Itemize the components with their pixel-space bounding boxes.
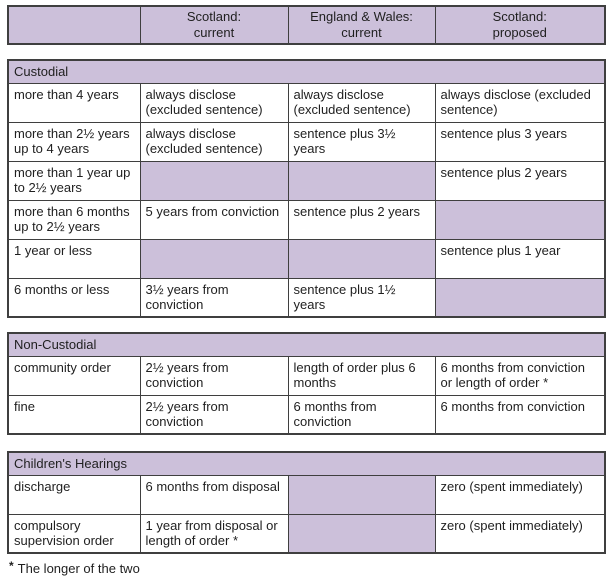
value-cell: length of order plus 6 months xyxy=(287,355,436,396)
value-cell: zero (spent immediately) xyxy=(434,513,606,554)
row-label: compulsory supervision order xyxy=(7,513,141,554)
section-header-non-custodial: Non-Custodial xyxy=(7,332,606,357)
column-header-scotland-current: Scotland: current xyxy=(139,5,289,45)
value-cell: sentence plus 2 years xyxy=(287,199,436,240)
non-custodial-table: Non-Custodial community order 2½ years f… xyxy=(7,332,606,435)
value-cell: 6 months from conviction xyxy=(434,394,606,435)
value-cell xyxy=(287,474,436,515)
row-label: fine xyxy=(7,394,141,435)
section-header-row: Children's Hearings xyxy=(7,451,606,476)
value-cell: sentence plus 3 years xyxy=(434,121,606,162)
table-row: more than 6 months up to 2½ years 5 year… xyxy=(7,199,606,240)
value-cell xyxy=(287,513,436,554)
value-cell xyxy=(139,238,289,279)
row-label: more than 4 years xyxy=(7,82,141,123)
value-cell: 5 years from conviction xyxy=(139,199,289,240)
footnote-text: The longer of the two xyxy=(17,561,140,576)
value-cell: sentence plus 1½ years xyxy=(287,277,436,318)
section-header-row: Non-Custodial xyxy=(7,332,606,357)
value-cell: 6 months from disposal xyxy=(139,474,289,515)
value-cell: always disclose (excluded sentence) xyxy=(434,82,606,123)
row-label: discharge xyxy=(7,474,141,515)
value-cell: always disclose (excluded sentence) xyxy=(139,121,289,162)
section-header-row: Custodial xyxy=(7,59,606,84)
value-cell xyxy=(287,160,436,201)
value-cell: zero (spent immediately) xyxy=(434,474,606,515)
value-cell: sentence plus 2 years xyxy=(434,160,606,201)
table-row: 6 months or less 3½ years from convictio… xyxy=(7,277,606,318)
table-row: more than 2½ years up to 4 years always … xyxy=(7,121,606,162)
column-header-table: Scotland: current England & Wales: curre… xyxy=(7,5,606,45)
row-label: more than 6 months up to 2½ years xyxy=(7,199,141,240)
table-row: community order 2½ years from conviction… xyxy=(7,355,606,396)
value-cell: always disclose (excluded sentence) xyxy=(139,82,289,123)
row-label: more than 2½ years up to 4 years xyxy=(7,121,141,162)
footnote-asterisk: * xyxy=(9,559,14,573)
value-cell xyxy=(139,160,289,201)
table-row: more than 4 years always disclose (exclu… xyxy=(7,82,606,123)
table-row: compulsory supervision order 1 year from… xyxy=(7,513,606,554)
header-row: Scotland: current England & Wales: curre… xyxy=(7,5,606,45)
column-header-scotland-proposed: Scotland: proposed xyxy=(434,5,606,45)
row-label: more than 1 year up to 2½ years xyxy=(7,160,141,201)
value-cell: 6 months from conviction xyxy=(287,394,436,435)
column-header-england-wales-current: England & Wales: current xyxy=(287,5,436,45)
value-cell xyxy=(434,199,606,240)
value-cell: 2½ years from conviction xyxy=(139,394,289,435)
childrens-hearings-table: Children's Hearings discharge 6 months f… xyxy=(7,451,607,554)
table-row: discharge 6 months from disposal zero (s… xyxy=(7,474,606,515)
value-cell: 2½ years from conviction xyxy=(139,355,289,396)
row-label: community order xyxy=(7,355,141,396)
value-cell: 1 year from disposal or length of order … xyxy=(139,513,289,554)
table-row: fine 2½ years from conviction 6 months f… xyxy=(7,394,606,435)
table-row: more than 1 year up to 2½ years sentence… xyxy=(7,160,606,201)
section-header-custodial: Custodial xyxy=(7,59,606,84)
row-label: 6 months or less xyxy=(7,277,141,318)
value-cell: always disclose (excluded sentence) xyxy=(287,82,436,123)
value-cell xyxy=(434,277,606,318)
column-header-blank xyxy=(7,5,141,45)
value-cell: sentence plus 3½ years xyxy=(287,121,436,162)
value-cell: 6 months from conviction or length of or… xyxy=(434,355,606,396)
value-cell xyxy=(287,238,436,279)
row-label: 1 year or less xyxy=(7,238,141,279)
section-header-childrens-hearings: Children's Hearings xyxy=(7,451,606,476)
value-cell: sentence plus 1 year xyxy=(434,238,606,279)
custodial-table: Custodial more than 4 years always discl… xyxy=(7,59,607,318)
table-row: 1 year or less sentence plus 1 year xyxy=(7,238,606,279)
footnote: * The longer of the two xyxy=(7,557,612,576)
value-cell: 3½ years from conviction xyxy=(139,277,289,318)
